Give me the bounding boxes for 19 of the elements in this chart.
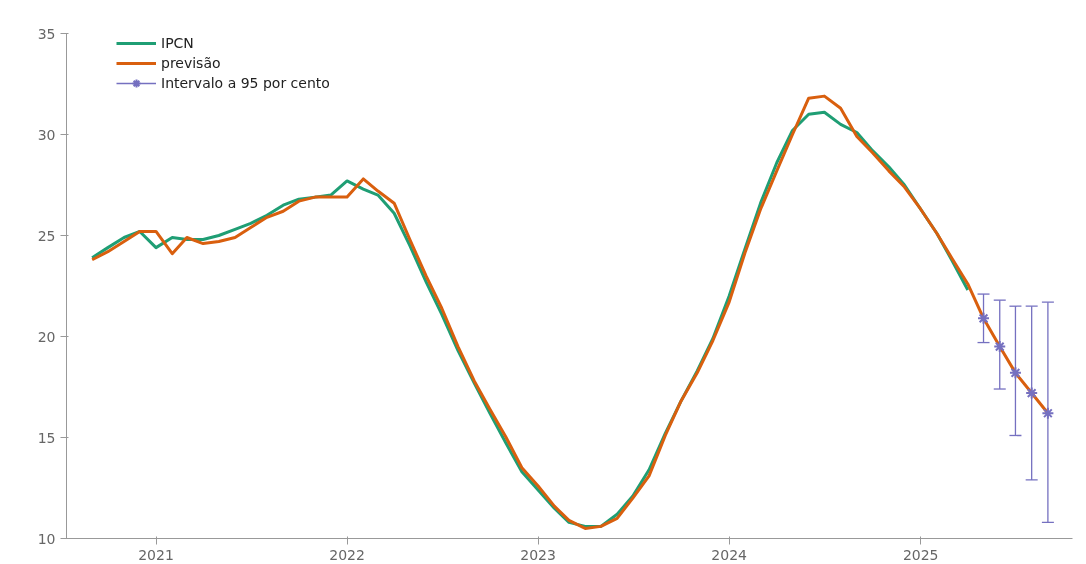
y-tick-label: 25 xyxy=(37,227,56,244)
point xyxy=(1041,406,1055,420)
x-tick-label: 2024 xyxy=(711,546,748,563)
point xyxy=(1025,386,1039,400)
y-tick-label: 10 xyxy=(37,530,56,547)
y-tick-label: 35 xyxy=(37,25,56,42)
legend-label: Intervalo a 95 por cento xyxy=(161,75,330,91)
point xyxy=(1008,366,1022,380)
legend-label: IPCN xyxy=(161,35,194,51)
x-tick-label: 2023 xyxy=(520,546,556,563)
y-tick-label: 20 xyxy=(37,328,56,345)
y-tick-label: 15 xyxy=(37,429,56,446)
x-tick-label: 2025 xyxy=(902,546,939,563)
x-tick-label: 2022 xyxy=(329,546,365,563)
y-tick-label: 30 xyxy=(37,126,56,143)
point xyxy=(977,311,991,325)
point xyxy=(993,340,1007,354)
x-tick-label: 2021 xyxy=(138,546,174,563)
legend-label: previsão xyxy=(161,55,221,71)
